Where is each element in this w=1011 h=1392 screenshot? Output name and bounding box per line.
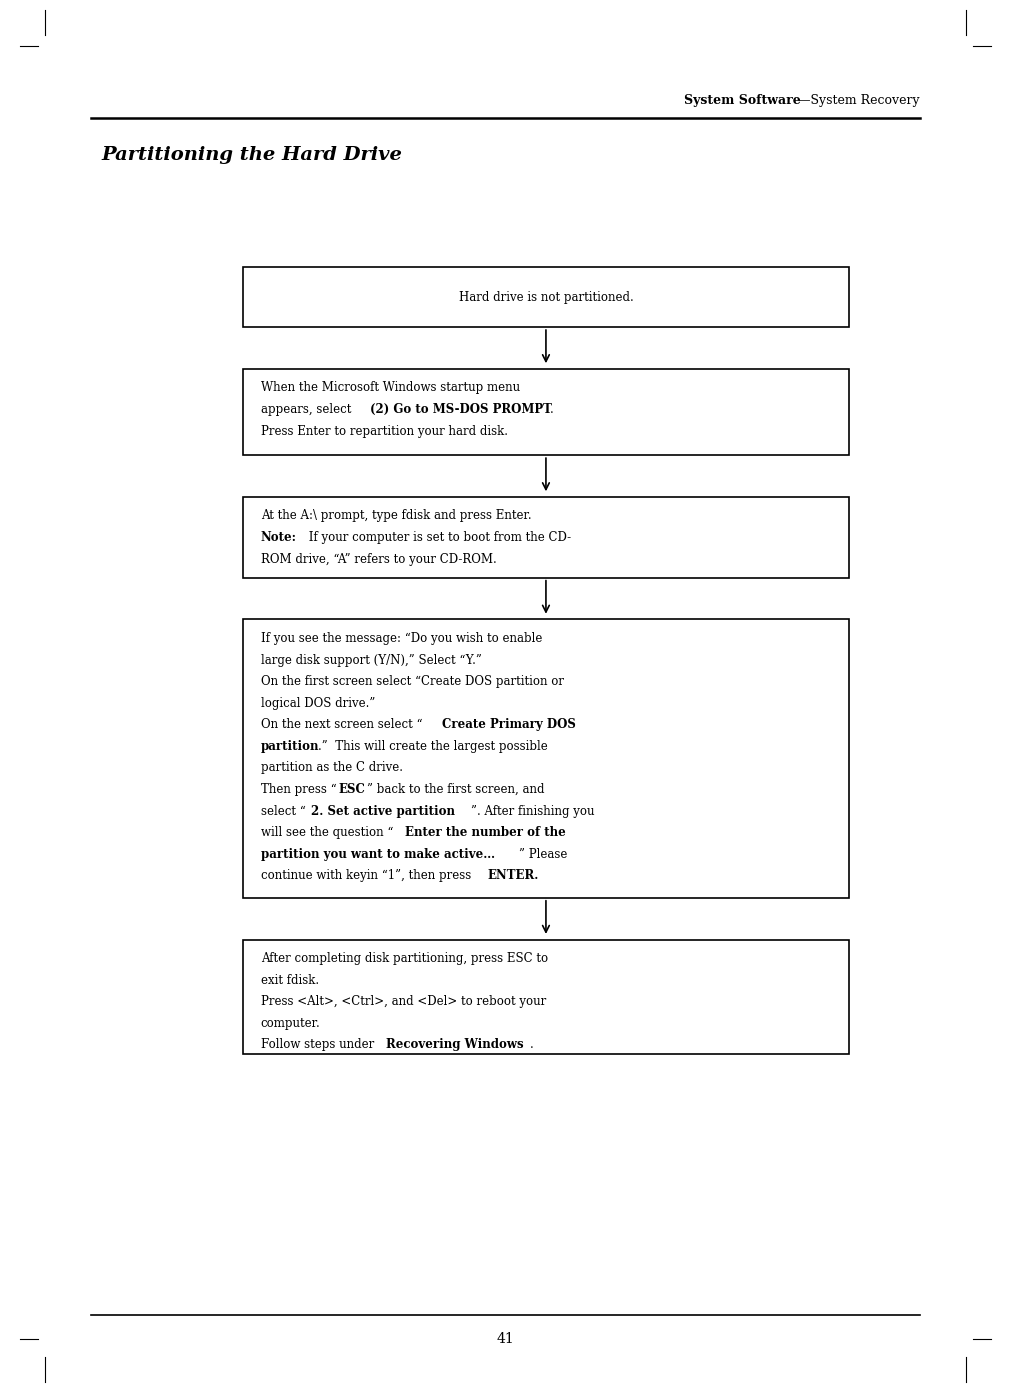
Text: continue with keyin “1”, then press: continue with keyin “1”, then press <box>261 870 475 883</box>
Text: System Software: System Software <box>684 95 801 107</box>
Text: ” back to the first screen, and: ” back to the first screen, and <box>367 784 545 796</box>
Text: large disk support (Y/N),” Select “Y.”: large disk support (Y/N),” Select “Y.” <box>261 654 481 667</box>
Text: ENTER.: ENTER. <box>487 870 539 883</box>
Text: Press Enter to repartition your hard disk.: Press Enter to repartition your hard dis… <box>261 425 508 437</box>
FancyBboxPatch shape <box>243 369 849 455</box>
Text: When the Microsoft Windows startup menu: When the Microsoft Windows startup menu <box>261 381 520 394</box>
FancyBboxPatch shape <box>243 267 849 327</box>
Text: ROM drive, “A” refers to your CD-ROM.: ROM drive, “A” refers to your CD-ROM. <box>261 553 496 565</box>
Text: .: . <box>550 404 554 416</box>
Text: partition you want to make active…: partition you want to make active… <box>261 848 495 860</box>
Text: ”. After finishing you: ”. After finishing you <box>471 805 594 817</box>
FancyBboxPatch shape <box>243 619 849 898</box>
Text: will see the question “: will see the question “ <box>261 827 393 839</box>
Text: At the A:\ prompt, type fdisk and press Enter.: At the A:\ prompt, type fdisk and press … <box>261 509 532 522</box>
Text: Press <Alt>, <Ctrl>, and <Del> to reboot your: Press <Alt>, <Ctrl>, and <Del> to reboot… <box>261 995 546 1008</box>
Text: Note:: Note: <box>261 530 297 544</box>
Text: —System Recovery: —System Recovery <box>795 95 920 107</box>
Text: Create Primary DOS: Create Primary DOS <box>442 718 575 731</box>
Text: On the first screen select “Create DOS partition or: On the first screen select “Create DOS p… <box>261 675 564 688</box>
Text: Partitioning the Hard Drive: Partitioning the Hard Drive <box>101 146 402 164</box>
Text: exit fdisk.: exit fdisk. <box>261 974 318 987</box>
Text: (2) Go to MS-DOS PROMPT: (2) Go to MS-DOS PROMPT <box>370 404 552 416</box>
Text: select “: select “ <box>261 805 305 817</box>
Text: .”  This will create the largest possible: .” This will create the largest possible <box>318 741 548 753</box>
Text: partition as the C drive.: partition as the C drive. <box>261 761 402 774</box>
Text: On the next screen select “: On the next screen select “ <box>261 718 423 731</box>
Text: 41: 41 <box>496 1332 515 1346</box>
Text: .: . <box>530 1038 534 1051</box>
Text: Hard drive is not partitioned.: Hard drive is not partitioned. <box>459 291 633 303</box>
Text: computer.: computer. <box>261 1018 320 1030</box>
Text: 2. Set active partition: 2. Set active partition <box>311 805 455 817</box>
Text: If you see the message: “Do you wish to enable: If you see the message: “Do you wish to … <box>261 632 542 644</box>
Text: logical DOS drive.”: logical DOS drive.” <box>261 696 375 710</box>
Text: partition: partition <box>261 741 319 753</box>
Text: Enter the number of the: Enter the number of the <box>405 827 566 839</box>
Text: Recovering Windows: Recovering Windows <box>386 1038 524 1051</box>
FancyBboxPatch shape <box>243 940 849 1054</box>
Text: Follow steps under: Follow steps under <box>261 1038 378 1051</box>
Text: ” Please: ” Please <box>519 848 567 860</box>
Text: appears, select: appears, select <box>261 404 355 416</box>
Text: If your computer is set to boot from the CD-: If your computer is set to boot from the… <box>305 530 571 544</box>
Text: Then press “: Then press “ <box>261 784 337 796</box>
Text: ESC: ESC <box>339 784 366 796</box>
Text: After completing disk partitioning, press ESC to: After completing disk partitioning, pres… <box>261 952 548 965</box>
FancyBboxPatch shape <box>243 497 849 578</box>
